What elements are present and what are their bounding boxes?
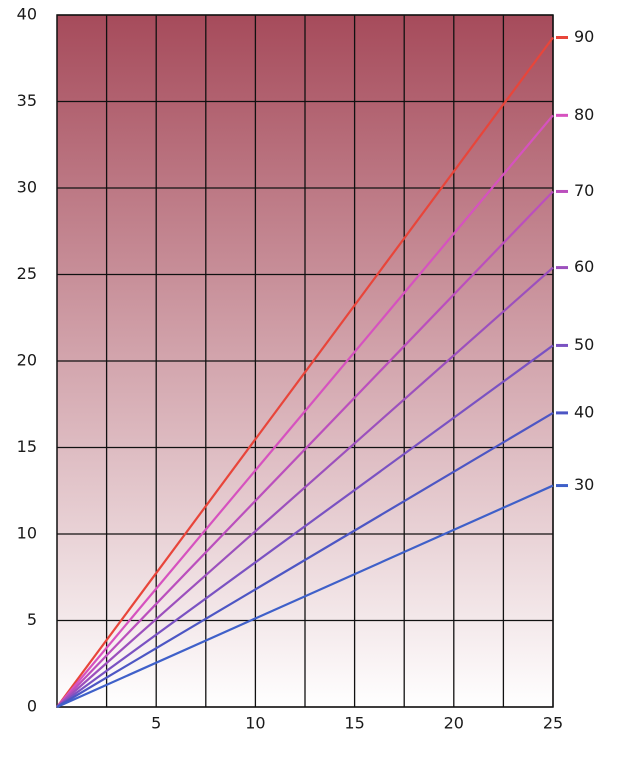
plot-border — [56, 14, 554, 708]
series-line — [56, 266, 554, 708]
y-tick-label: 30 — [17, 178, 37, 197]
y-tick-label: 5 — [27, 610, 37, 629]
y-tick-label: 10 — [17, 524, 37, 543]
series-line — [56, 190, 554, 708]
y-tick-label: 25 — [17, 264, 37, 283]
series-line — [56, 411, 554, 708]
series-line — [56, 36, 554, 708]
x-tick-label: 25 — [543, 714, 563, 733]
y-tick-label: 40 — [17, 5, 37, 24]
x-tick-label: 20 — [444, 714, 464, 733]
y-tick-label: 0 — [27, 697, 37, 716]
y-tick-label: 15 — [17, 437, 37, 456]
x-tick-label: 15 — [344, 714, 364, 733]
legend-label: 70 — [574, 181, 594, 200]
x-tick-label: 5 — [151, 714, 161, 733]
y-tick-label: 20 — [17, 351, 37, 370]
series-line — [56, 114, 554, 708]
legend-label: 60 — [574, 257, 594, 276]
x-tick-label: 10 — [245, 714, 265, 733]
legend-label: 40 — [574, 402, 594, 421]
y-tick-label: 35 — [17, 91, 37, 110]
legend-label: 80 — [574, 105, 594, 124]
legend-label: 50 — [574, 335, 594, 354]
legend-label: 90 — [574, 27, 594, 46]
legend-label: 30 — [574, 475, 594, 494]
series-line — [56, 344, 554, 708]
series-line — [56, 484, 554, 709]
